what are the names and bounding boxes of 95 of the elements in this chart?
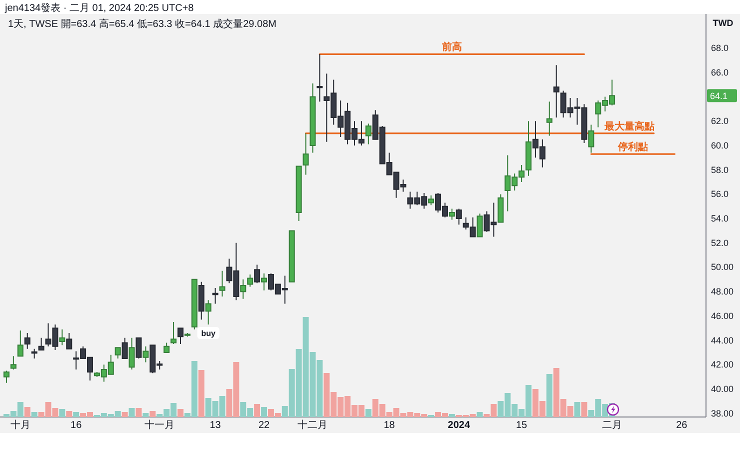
y-tick-label: 62.0 [711, 116, 729, 126]
bar [177, 409, 184, 417]
bar [122, 412, 128, 417]
candlestick [526, 120, 532, 176]
text: 64.1 [710, 91, 728, 102]
chart-title: jen4134發表 · 二月 01, 2024 20:25 UTC+8 [4, 2, 194, 14]
text: 1天, TWSE 開=63.4 高=65.4 低=63.3 收=64.1 成交量29.08M [8, 18, 276, 30]
candlestick [142, 346, 149, 363]
candlestick [428, 194, 434, 206]
bar [142, 413, 149, 417]
y-tick-label: 68.0 [711, 43, 729, 54]
y-tick-label: 48.00 [711, 286, 734, 297]
candlestick [66, 332, 72, 350]
bar [59, 409, 66, 417]
candlestick [170, 322, 177, 344]
x-tick-label: 十二月 [298, 419, 328, 431]
y-tick-label: 54.0 [711, 214, 729, 224]
x-tick-label: 22 [258, 420, 270, 431]
x-tick-label: 15 [516, 420, 528, 431]
y-tick-label: 56.0 [711, 189, 729, 200]
candlestick [205, 300, 212, 325]
candlestick [476, 213, 483, 238]
bar [24, 407, 30, 417]
candlestick [122, 337, 128, 360]
candlestick [177, 328, 184, 344]
candlestick [254, 264, 260, 284]
x-tick-label: 13 [210, 420, 222, 431]
bar [136, 408, 142, 417]
y-axis-title: TWD [712, 18, 734, 28]
bar [365, 409, 372, 417]
series-label: 前高 [440, 41, 462, 54]
candlestick [310, 82, 316, 154]
candlestick [128, 337, 135, 370]
candlestick [17, 330, 24, 357]
candlestick [212, 287, 218, 304]
bar [128, 408, 135, 417]
bar [73, 412, 80, 417]
bar [254, 404, 260, 417]
candlestick [588, 124, 594, 154]
bar [31, 412, 38, 417]
bar [66, 411, 72, 417]
candlestick [31, 348, 38, 360]
x-tick-label: 18 [384, 420, 396, 431]
candlestick [302, 132, 309, 176]
y-tick-label: 50.00 [711, 262, 734, 272]
x-tick-label: 十月 [10, 419, 30, 431]
bar [261, 407, 268, 417]
candlestick [288, 230, 295, 282]
candlestick [247, 274, 254, 288]
y-tick-label: 58.0 [711, 164, 729, 175]
candlestick [261, 272, 268, 291]
candlestick [546, 101, 552, 136]
candlestick [114, 347, 121, 360]
candlestick [316, 54, 323, 102]
candlestick [219, 270, 226, 297]
bar [546, 374, 552, 417]
annotation: buy [201, 328, 216, 338]
candlestick [10, 356, 16, 370]
candlestick [240, 278, 246, 300]
x-tick-label: 二月 [602, 420, 622, 431]
bar [198, 370, 204, 417]
candlestick [456, 208, 462, 226]
candlestick [59, 328, 66, 346]
x-tick-label: 十一月 [144, 419, 175, 431]
x-tick-label: 26 [676, 420, 688, 431]
candlestick [448, 208, 455, 220]
series-label: 停利點 [616, 141, 648, 154]
y-tick-label: 38.00 [711, 408, 734, 418]
candlestick [191, 278, 198, 330]
y-tick-label: 46.00 [711, 310, 734, 321]
x-tick-label: 16 [70, 420, 82, 431]
y-tick-label: 60.0 [711, 140, 729, 150]
candlestick [296, 166, 302, 222]
bar [476, 412, 483, 417]
candlestick [198, 281, 204, 320]
candlestick [184, 332, 190, 338]
candlestick [136, 337, 142, 360]
candlestick [38, 337, 44, 351]
bar [581, 402, 588, 417]
x-tick-label: 2024 [448, 420, 470, 431]
series-label: 最大量高點 [603, 120, 654, 132]
y-tick-label: 44.00 [711, 335, 734, 346]
candlestick [3, 370, 10, 384]
candlestick [553, 64, 560, 118]
y-tick-label: 40.00 [711, 384, 734, 394]
bar [448, 414, 455, 417]
y-tick-label: 66.0 [711, 67, 729, 78]
bar [574, 402, 580, 417]
candlestick [164, 342, 170, 353]
candlestick [24, 332, 30, 350]
candlestick [498, 194, 504, 223]
y-tick-label: 52.0 [711, 238, 729, 248]
candlestick [365, 123, 372, 145]
bar [150, 411, 156, 417]
y-tick-label: 42.00 [711, 360, 734, 370]
